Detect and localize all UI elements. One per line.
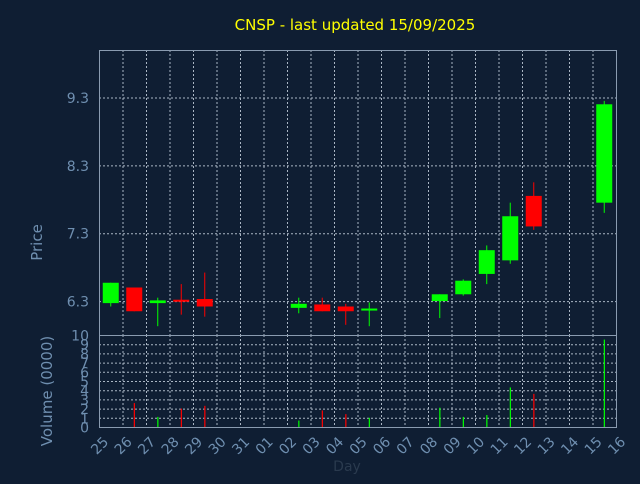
candle-body bbox=[196, 299, 213, 307]
x-tick-label: 29 bbox=[182, 434, 206, 458]
candle-body bbox=[102, 282, 119, 304]
x-tick-label: 26 bbox=[112, 434, 136, 458]
x-tick-label: 02 bbox=[276, 434, 300, 458]
volume-axis-label: Volume (0000) bbox=[38, 336, 56, 446]
price-tick-label: 7.3 bbox=[67, 227, 89, 243]
volume-tick-label: 7 bbox=[80, 356, 89, 372]
x-tick-label: 28 bbox=[159, 434, 183, 458]
candle-body bbox=[525, 195, 542, 227]
x-tick-label: 10 bbox=[464, 434, 488, 458]
x-tick-label: 05 bbox=[347, 434, 371, 458]
volume-bar bbox=[157, 416, 159, 427]
volume-bar bbox=[133, 403, 135, 427]
candles bbox=[102, 100, 613, 327]
x-tick-label: 08 bbox=[417, 434, 441, 458]
x-tick-label: 09 bbox=[441, 434, 465, 458]
volume-tick-label: 10 bbox=[71, 329, 89, 345]
candle-body bbox=[361, 308, 378, 311]
volume-tick-label: 1 bbox=[80, 411, 89, 427]
volume-tick-label: 2 bbox=[80, 402, 89, 418]
x-axis: 25 26 27 28 29 30 31 01 02 03 04 05 06 07 08 09 10 11 12 13… bbox=[88, 434, 629, 475]
x-tick-label: 31 bbox=[229, 434, 253, 458]
candle-body bbox=[455, 280, 472, 295]
volume-bar bbox=[486, 415, 488, 427]
volume-bar bbox=[345, 414, 347, 427]
candle-body bbox=[290, 303, 307, 308]
x-axis-label: Day bbox=[333, 459, 361, 475]
volume-bar bbox=[298, 420, 300, 427]
chart-title: CNSP - last updated 15/09/2025 bbox=[235, 16, 476, 34]
volume-bar bbox=[368, 417, 370, 427]
x-tick-label: 06 bbox=[370, 434, 394, 458]
volume-frame bbox=[99, 335, 617, 428]
volume-bar bbox=[533, 393, 535, 427]
x-tick-label: 30 bbox=[206, 434, 230, 458]
candle-body bbox=[314, 304, 331, 312]
volume-bar bbox=[204, 405, 206, 427]
x-tick-label: 13 bbox=[535, 434, 559, 458]
volume-bar bbox=[180, 408, 182, 427]
candle-body bbox=[337, 306, 354, 312]
candle-body bbox=[126, 287, 143, 312]
volume-bar bbox=[462, 416, 464, 427]
x-tick-label: 11 bbox=[488, 434, 512, 458]
x-tick-label: 27 bbox=[135, 434, 159, 458]
x-tick-label: 04 bbox=[323, 434, 347, 458]
candle-body bbox=[431, 294, 448, 302]
price-axis-label: Price bbox=[28, 224, 46, 261]
candle-body bbox=[173, 299, 190, 302]
x-tick-label: 01 bbox=[253, 434, 277, 458]
price-panel: 6.3 7.3 8.3 9.3 Price bbox=[28, 50, 617, 336]
x-tick-label: 15 bbox=[582, 434, 606, 458]
x-tick-label: 25 bbox=[88, 434, 112, 458]
volume-tick-label: 6 bbox=[80, 365, 89, 381]
volume-bar bbox=[509, 387, 511, 427]
price-tick-label: 9.3 bbox=[67, 91, 89, 107]
x-tick-label: 14 bbox=[558, 434, 582, 458]
volume-tick-label: 3 bbox=[80, 393, 89, 409]
x-tick-label: 03 bbox=[300, 434, 324, 458]
candle-body bbox=[596, 104, 613, 203]
volume-bar bbox=[439, 407, 441, 427]
x-tick-label: 07 bbox=[394, 434, 418, 458]
volume-tick-label: 9 bbox=[80, 338, 89, 354]
candle-body bbox=[149, 300, 166, 304]
volume-bar bbox=[603, 339, 605, 427]
candle-body bbox=[502, 216, 519, 261]
x-tick-label: 16 bbox=[605, 434, 629, 458]
volume-tick-label: 0 bbox=[80, 421, 89, 437]
volume-tick-label: 5 bbox=[80, 375, 89, 391]
price-tick-label: 8.3 bbox=[67, 159, 89, 175]
volume-tick-label: 8 bbox=[80, 347, 89, 363]
volume-tick-label: 4 bbox=[80, 384, 89, 400]
price-tick-label: 6.3 bbox=[67, 295, 89, 311]
price-frame bbox=[99, 50, 617, 336]
candle-body bbox=[478, 250, 495, 274]
volume-bar bbox=[321, 410, 323, 427]
x-tick-label: 12 bbox=[511, 434, 535, 458]
